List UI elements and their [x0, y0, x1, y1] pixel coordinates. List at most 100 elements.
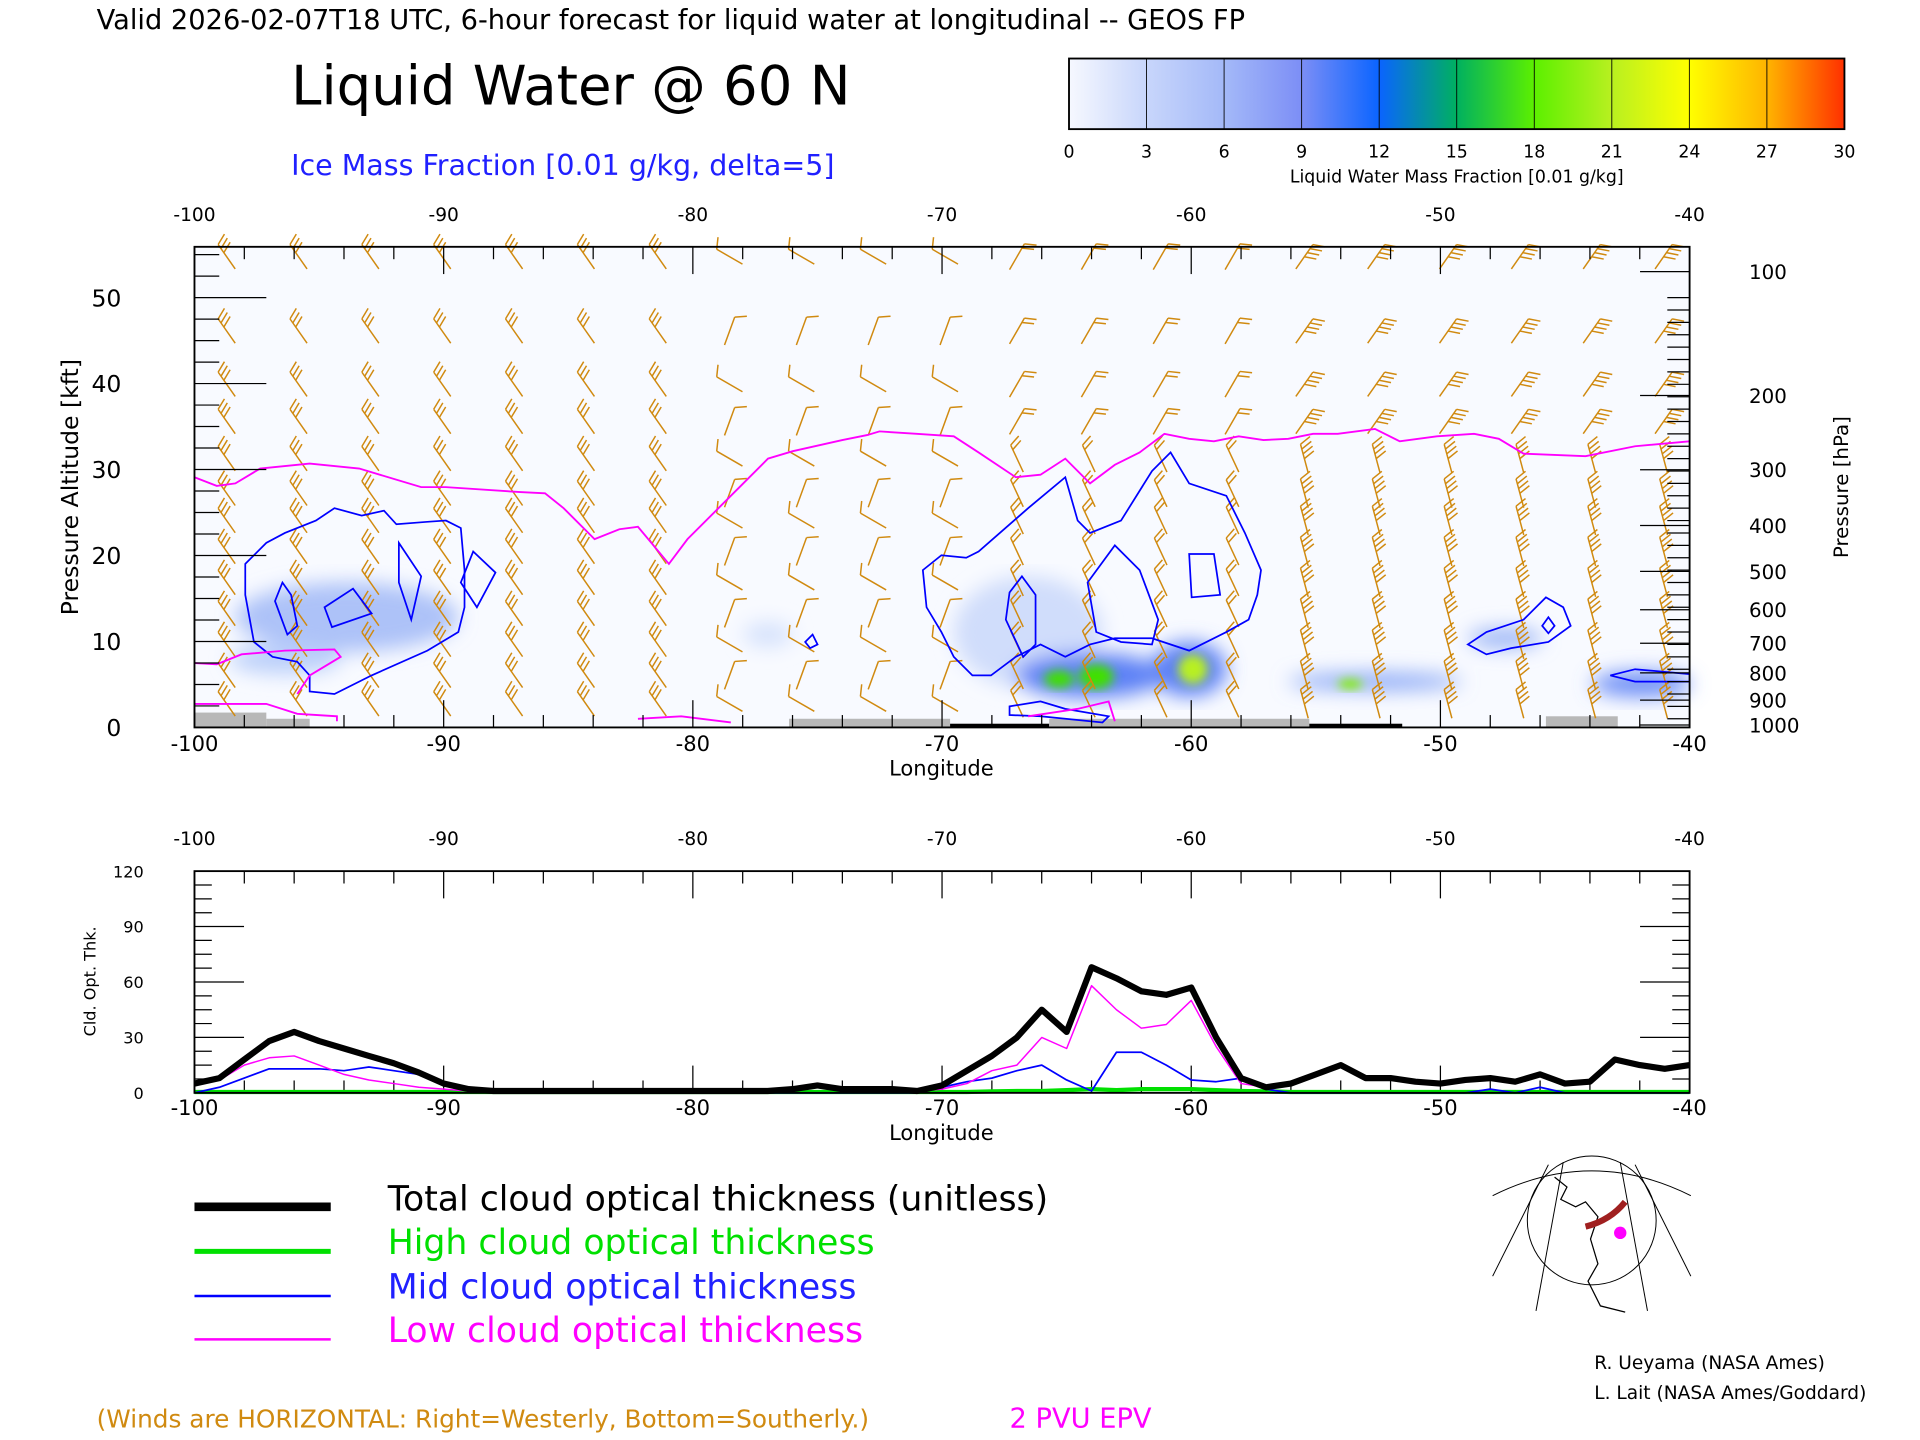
wind-barb — [289, 361, 308, 397]
wind-barb — [1371, 528, 1387, 567]
wind-barb — [1587, 652, 1602, 690]
y-tick-label: 30 — [123, 1029, 143, 1048]
y-tick-label-right: 400 — [1749, 515, 1787, 538]
colorbar-label: Liquid Water Mass Fraction [0.01 g/kg] — [1290, 167, 1624, 187]
wind-barb — [504, 590, 524, 627]
wind-barb — [1008, 317, 1037, 345]
contour — [921, 451, 1262, 677]
wind-barb — [1225, 680, 1240, 718]
series-line-total — [193, 964, 1691, 1095]
wind-barb — [1081, 528, 1096, 566]
wind-barb — [795, 535, 819, 566]
wind-barb — [1515, 497, 1530, 536]
wind-barb — [504, 528, 524, 565]
wind-barb — [289, 470, 308, 506]
wind-barb — [289, 398, 308, 435]
contour — [1466, 596, 1572, 656]
x-tick-label-top: -70 — [927, 205, 957, 226]
wind-barb — [361, 528, 380, 565]
epv-note: 2 PVU EPV — [1010, 1403, 1152, 1434]
wind-barb — [361, 308, 380, 344]
y-tick-label: 120 — [113, 862, 144, 881]
x-tick-label: -80 — [676, 1095, 710, 1120]
wind-barb — [867, 405, 891, 436]
epv-2pvu-line — [194, 427, 1690, 724]
wind-barb — [1081, 559, 1096, 597]
x-tick-label-top: -70 — [927, 829, 957, 850]
wind-barb — [1587, 621, 1602, 659]
wind-barb — [1225, 470, 1240, 508]
wind-barb — [1081, 435, 1096, 473]
contour — [1008, 700, 1111, 724]
colorbar-tick-label: 15 — [1446, 143, 1468, 163]
wind-barb — [217, 621, 236, 658]
y-axis-label-right: Pressure [hPa] — [1830, 416, 1853, 558]
wind-barb — [1443, 470, 1459, 508]
wind-barb — [1510, 408, 1541, 435]
wind-barb — [1582, 371, 1613, 397]
wind-barb — [1443, 497, 1459, 536]
wind-barb — [795, 405, 819, 436]
wind-barb — [1008, 243, 1037, 270]
contour — [397, 540, 423, 623]
wind-barb — [1587, 528, 1602, 567]
wind-barb — [1515, 559, 1530, 598]
wind-barb — [715, 684, 743, 712]
wind-barb — [217, 528, 236, 565]
colorbar: 0 3 6 9 12 15 18 21 24 27 30 Liquid Water Mass Fra… — [1063, 57, 1855, 187]
wind-barb — [1587, 559, 1602, 598]
wind-barb — [289, 435, 308, 472]
wind-barb — [715, 562, 743, 591]
wind-barb — [939, 477, 963, 508]
legend: Total cloud optical thickness (unitless)… — [194, 1180, 1048, 1351]
wind-barb — [217, 361, 236, 397]
x-tick-label: -90 — [426, 731, 460, 756]
terrain — [194, 712, 1618, 728]
wind-barb — [859, 364, 887, 393]
wind-barb — [1443, 621, 1459, 659]
wind-barb — [217, 497, 236, 534]
y-tick-label-left: 0 — [106, 714, 121, 742]
y-tick-label-right: 1000 — [1749, 714, 1799, 737]
y-tick-label-right: 100 — [1749, 261, 1787, 284]
wind-barb — [1153, 559, 1168, 597]
wind-barb — [1008, 407, 1037, 435]
wind-barb — [648, 590, 667, 627]
wind-barb — [787, 500, 815, 529]
wind-barb — [1582, 318, 1613, 344]
wind-barb — [939, 405, 963, 436]
wind-barb — [1371, 436, 1387, 474]
wind-barb — [859, 500, 887, 529]
wind-barb — [931, 438, 959, 467]
wind-barb — [1367, 318, 1397, 344]
x-tick-label-top: -80 — [678, 205, 708, 226]
contour — [1541, 615, 1556, 635]
x-tick-label-top: -50 — [1425, 205, 1455, 226]
colorbar-tick-label: 30 — [1833, 143, 1855, 163]
wind-barb — [859, 562, 887, 591]
x-tick-label: -50 — [1423, 1095, 1457, 1120]
colorbar-tick-label: 3 — [1141, 143, 1152, 163]
wind-barb — [795, 477, 819, 508]
wind-barb — [1080, 370, 1109, 398]
wind-barb — [1659, 590, 1674, 629]
wind-barb — [1659, 470, 1674, 508]
y-tick-label-right: 200 — [1749, 385, 1787, 408]
wind-barb — [576, 308, 596, 344]
wind-barb — [795, 597, 819, 628]
x-axis-label: Longitude — [889, 756, 994, 781]
wind-barb — [1659, 497, 1674, 536]
x-tick-label-top: -100 — [173, 829, 215, 850]
wind-barb — [931, 684, 959, 712]
y-tick-label-right: 600 — [1749, 599, 1787, 622]
wind-barb — [504, 680, 524, 717]
wind-barb — [217, 308, 236, 344]
wind-barb — [1587, 590, 1602, 629]
wind-barb — [1515, 590, 1530, 629]
wind-barb — [1587, 497, 1602, 536]
y-tick-label-right: 800 — [1749, 662, 1787, 685]
wind-barb — [939, 597, 963, 628]
wind-barb — [576, 470, 596, 506]
y-axis-label-left: Pressure Altitude [kft] — [56, 359, 84, 615]
wind-barb — [715, 500, 743, 529]
